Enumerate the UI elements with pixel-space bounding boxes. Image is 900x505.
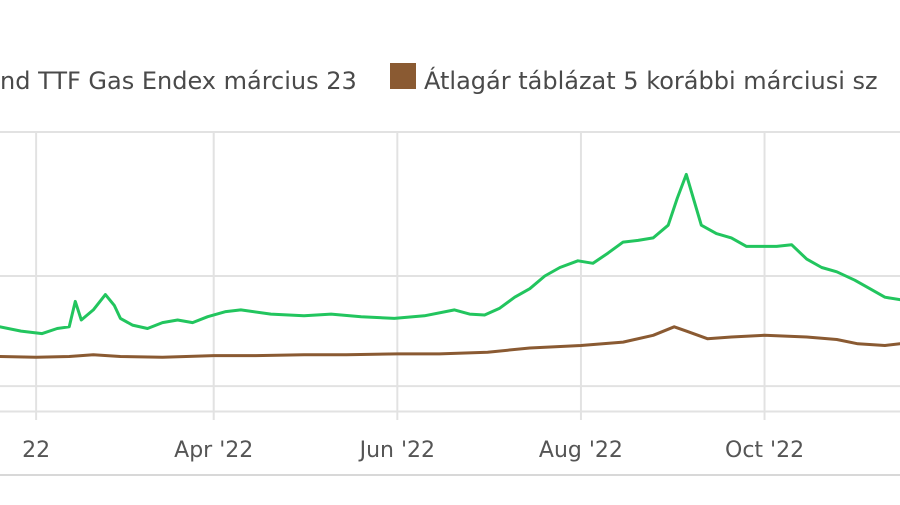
x-axis-ticks: 22 Apr '22 Jun '22 Aug '22 Oct '22: [22, 438, 804, 463]
series-layer: [0, 172, 900, 359]
series-line-ttf-gas[interactable]: [0, 172, 900, 336]
legend-swatch-brown: [390, 63, 416, 89]
x-tick-label: Oct '22: [725, 438, 804, 463]
x-tick-label: Jun '22: [358, 438, 435, 463]
legend-label-brown[interactable]: Átlagár táblázat 5 korábbi márciusi sz: [424, 66, 878, 95]
x-tick-label: 22: [22, 438, 50, 463]
legend-label-green[interactable]: nd TTF Gas Endex március 23: [0, 67, 357, 95]
x-tick-label: Apr '22: [174, 438, 253, 463]
x-tick-label: Aug '22: [539, 438, 623, 463]
series-line-atlagar[interactable]: [0, 325, 900, 359]
legend: nd TTF Gas Endex március 23 Átlagár tábl…: [0, 63, 878, 95]
grid: [0, 131, 900, 420]
